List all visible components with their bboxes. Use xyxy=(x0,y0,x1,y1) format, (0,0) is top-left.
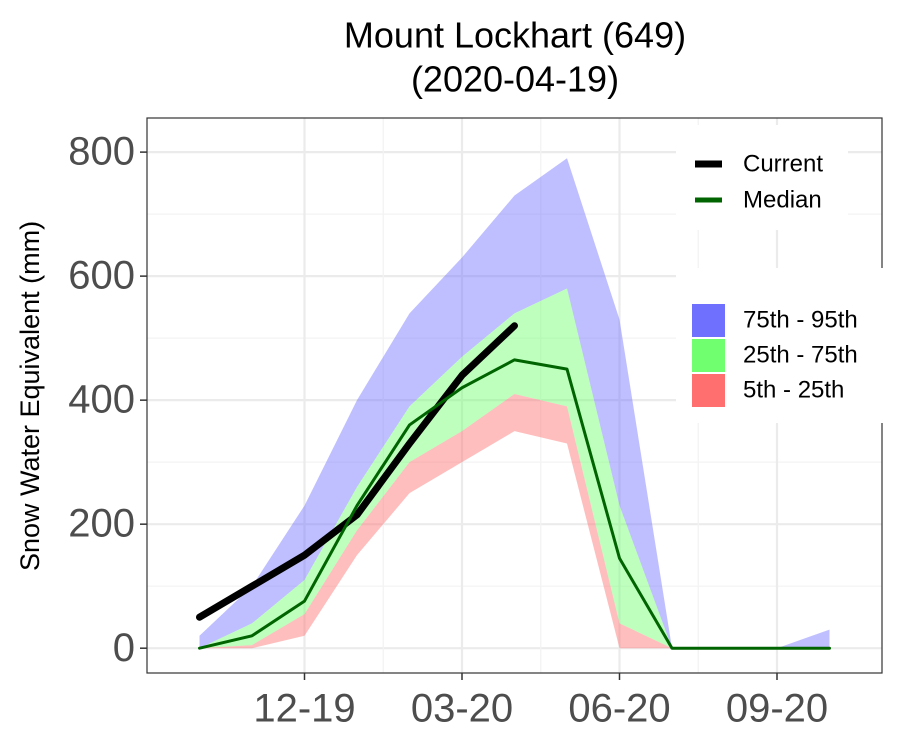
legend-swatch xyxy=(692,304,725,337)
legend-label: 75th - 95th xyxy=(743,306,858,333)
y-tick-label: 400 xyxy=(68,378,135,422)
x-tick-label: 09-20 xyxy=(726,687,828,731)
legend-label: Current xyxy=(743,150,823,177)
percentile-band xyxy=(199,158,830,649)
legend-background xyxy=(676,125,848,230)
legend-label: Median xyxy=(743,186,822,213)
legend-label: 25th - 75th xyxy=(743,341,858,368)
x-tick-label: 03-20 xyxy=(411,687,513,731)
legend-label: 5th - 25th xyxy=(743,376,844,403)
y-tick-label: 0 xyxy=(113,626,135,670)
x-tick-label: 12-19 xyxy=(253,687,355,731)
chart-title: Mount Lockhart (649) xyxy=(344,15,686,56)
x-tick-label: 06-20 xyxy=(568,687,670,731)
series-line xyxy=(198,358,831,650)
y-axis-label: Snow Water Equivalent (mm) xyxy=(15,221,45,571)
legend-swatch xyxy=(692,374,725,407)
series-line xyxy=(196,322,518,621)
legend-swatch xyxy=(692,339,725,372)
y-tick-label: 200 xyxy=(68,502,135,546)
y-tick-label: 800 xyxy=(68,130,135,174)
y-tick-label: 600 xyxy=(68,254,135,298)
chart-subtitle: (2020-04-19) xyxy=(411,59,619,100)
